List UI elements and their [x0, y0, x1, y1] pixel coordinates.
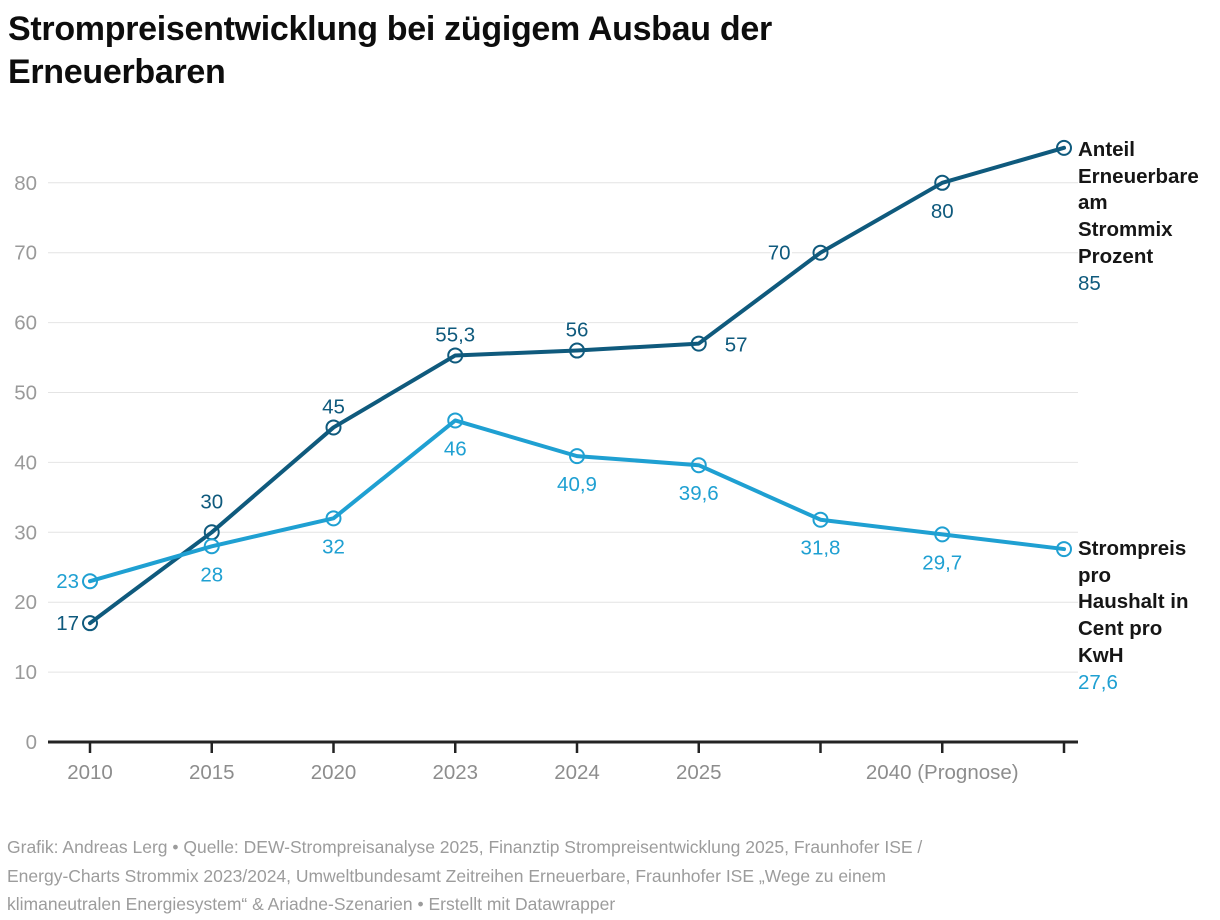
series-end-label-strompreis: Strompreis pro Haushalt in Cent pro KwH … [1078, 536, 1220, 696]
x-axis-tick-label: 2015 [189, 761, 235, 784]
data-point-label: 30 [200, 490, 223, 513]
data-point-label: 56 [566, 319, 589, 342]
y-axis-tick-label: 30 [14, 521, 37, 544]
series-line-0 [88, 145, 1066, 626]
data-point-label: 45 [322, 395, 345, 418]
chart-title-line-1: Strompreisentwicklung bei zügigem Ausbau… [8, 10, 772, 48]
y-axis-tick-label: 70 [14, 242, 37, 265]
y-axis-tick-label: 60 [14, 312, 37, 335]
footer-line: Energy-Charts Strommix 2023/2024, Umwelt… [7, 865, 886, 886]
series-end-label-line: am [1078, 191, 1108, 215]
x-axis-tick-label: 2040 (Prognose) [866, 761, 1019, 784]
data-point-label: 70 [768, 242, 791, 265]
data-point-label: 17 [56, 612, 79, 635]
series-end-label-line: Cent pro [1078, 617, 1163, 641]
data-point-label: 46 [444, 437, 467, 460]
data-point[interactable] [325, 419, 342, 436]
data-point[interactable] [447, 347, 464, 364]
y-axis-tick-label: 50 [14, 382, 37, 405]
data-point[interactable] [934, 526, 951, 543]
y-axis-tick-label: 0 [26, 731, 37, 754]
data-point-label: 28 [200, 563, 223, 586]
y-axis-tick-label: 10 [14, 661, 37, 684]
series-end-label-line: Erneuerbare [1078, 164, 1199, 188]
series-end-value: 27,6 [1078, 670, 1118, 694]
data-point[interactable] [569, 448, 585, 465]
y-axis-tick-label: 20 [14, 591, 37, 614]
series-end-label-line: Strompreis [1078, 537, 1187, 560]
x-axis-tick-label: 2024 [554, 761, 600, 784]
data-point[interactable] [569, 342, 585, 359]
footer-line: klimaneutralen Energiesystem“ & Ariadne-… [7, 894, 616, 914]
data-point[interactable] [690, 457, 707, 474]
data-point[interactable] [812, 511, 829, 528]
data-point[interactable] [82, 573, 98, 590]
data-point[interactable] [325, 510, 342, 527]
x-axis-tick-label: 2025 [676, 761, 722, 784]
series-end-label-anteil-erneuerbare: Anteil Erneuerbare am Strommix Prozent 8… [1078, 137, 1220, 297]
data-point-label: 40,9 [557, 473, 597, 496]
data-point-label: 55,3 [435, 323, 475, 346]
x-axis-tick-label: 2020 [311, 761, 357, 784]
data-point-label: 32 [322, 535, 345, 558]
series-end-label-line: pro [1078, 563, 1112, 587]
data-point[interactable] [690, 335, 707, 352]
data-point-label: 23 [56, 570, 79, 593]
data-point[interactable] [934, 174, 951, 191]
data-point[interactable] [447, 412, 464, 429]
x-axis-tick-label: 2023 [432, 761, 478, 784]
series-end-value: 85 [1078, 271, 1101, 295]
data-point[interactable] [82, 615, 98, 632]
series-end-label-line: Prozent [1078, 244, 1154, 268]
data-point[interactable] [203, 538, 220, 555]
series-end-label-line: Strommix [1078, 218, 1173, 242]
data-point[interactable] [812, 244, 829, 261]
chart-title-line-2: Erneuerbaren [8, 53, 226, 91]
attribution-footer: Grafik: Andreas Lerg • Quelle: DEW-Strom… [7, 833, 1212, 919]
data-point[interactable] [1056, 139, 1072, 156]
data-point-label: 80 [931, 200, 954, 223]
data-point[interactable] [1056, 541, 1072, 558]
y-axis-tick-label: 80 [14, 172, 37, 195]
chart-title: Strompreisentwicklung bei zügigem Ausbau… [8, 8, 1008, 94]
data-point-label: 57 [725, 334, 748, 357]
y-axis-tick-label: 40 [14, 451, 37, 474]
x-axis-tick-label: 2010 [67, 761, 113, 784]
data-point-label: 39,6 [679, 482, 719, 505]
series-end-label-line: KwH [1078, 643, 1124, 667]
series-end-label-line: Anteil [1078, 138, 1135, 161]
data-point-label: 29,7 [922, 551, 962, 574]
series-line-1 [88, 418, 1066, 584]
data-point-label: 31,8 [801, 537, 841, 560]
footer-line: Grafik: Andreas Lerg • Quelle: DEW-Strom… [7, 837, 923, 857]
series-end-label-line: Haushalt in [1078, 590, 1189, 614]
